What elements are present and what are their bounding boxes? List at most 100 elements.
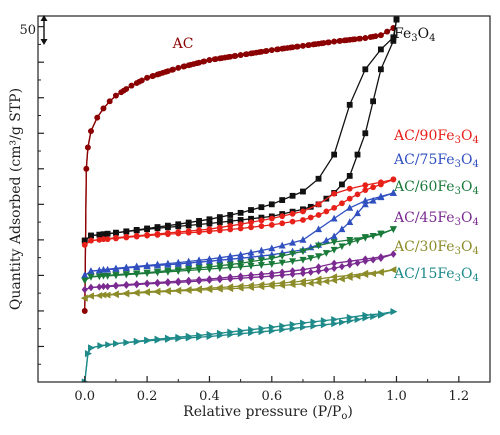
data-point <box>216 219 223 226</box>
data-point <box>361 196 369 204</box>
data-point <box>289 267 296 275</box>
data-point <box>175 221 182 228</box>
data-point <box>144 225 151 232</box>
data-point <box>338 225 346 233</box>
data-point <box>175 333 183 341</box>
data-point <box>289 210 296 217</box>
data-point <box>320 317 328 325</box>
data-point <box>322 277 330 285</box>
data-point <box>331 151 338 158</box>
data-point <box>237 260 245 268</box>
data-point <box>144 231 151 238</box>
data-point <box>331 320 338 328</box>
data-point <box>196 227 202 234</box>
data-point <box>268 201 275 208</box>
data-point <box>154 268 161 276</box>
data-point <box>84 350 92 358</box>
data-point <box>258 217 265 224</box>
data-point <box>322 236 330 244</box>
data-point <box>345 271 353 279</box>
data-point <box>377 253 384 261</box>
desorption-line <box>84 19 398 242</box>
data-point <box>100 282 107 291</box>
data-point <box>100 231 107 238</box>
data-point <box>370 256 377 264</box>
data-point <box>164 230 171 236</box>
data-point <box>346 185 353 192</box>
data-point <box>267 280 275 288</box>
data-point <box>300 319 307 327</box>
data-point <box>216 253 224 261</box>
data-point <box>389 189 397 196</box>
data-point <box>258 204 265 211</box>
data-point <box>370 313 377 321</box>
data-point <box>370 98 377 105</box>
data-point <box>227 218 234 225</box>
data-point <box>80 294 88 302</box>
adsorption-line <box>84 27 394 311</box>
data-point <box>323 208 330 215</box>
data-point <box>128 82 135 89</box>
data-point <box>216 224 223 231</box>
data-point <box>247 248 255 256</box>
data-point <box>216 262 224 270</box>
data-point <box>81 241 88 248</box>
data-point <box>369 270 377 278</box>
data-point <box>185 265 193 273</box>
data-point <box>174 266 182 274</box>
data-point <box>237 209 244 216</box>
data-point <box>100 236 107 243</box>
data-point <box>81 285 88 294</box>
data-point <box>268 269 275 277</box>
series-label: AC/15Fe3O4 <box>393 266 479 284</box>
data-point <box>132 288 140 296</box>
data-point <box>323 266 330 274</box>
data-point <box>175 277 182 285</box>
data-point <box>88 283 94 292</box>
data-point <box>150 72 157 79</box>
data-point <box>104 282 111 291</box>
data-point <box>227 222 234 229</box>
data-point <box>370 184 377 191</box>
data-point <box>362 35 369 41</box>
data-point <box>315 201 322 208</box>
data-point <box>307 255 315 262</box>
data-point <box>390 308 398 316</box>
data-point <box>113 340 120 348</box>
data-point <box>81 271 89 279</box>
series-label: AC/30Fe3O4 <box>393 239 479 257</box>
data-point <box>104 265 112 273</box>
data-point <box>88 232 94 239</box>
data-point <box>258 270 265 278</box>
data-point <box>346 257 353 265</box>
x-tick-label: 0.4 <box>199 389 220 404</box>
data-point <box>315 175 322 182</box>
data-point <box>113 92 119 99</box>
data-point <box>287 44 294 51</box>
data-point <box>112 264 120 272</box>
data-point <box>346 313 354 321</box>
data-point <box>122 263 130 271</box>
data-point <box>362 66 369 73</box>
data-point <box>200 58 207 65</box>
data-point <box>339 318 346 326</box>
data-point <box>143 269 151 277</box>
data-point <box>162 68 169 75</box>
series-ac-60fe3o4 <box>81 226 397 285</box>
data-point <box>314 275 322 283</box>
data-point <box>257 257 265 264</box>
data-point <box>331 190 338 197</box>
data-point <box>133 232 140 239</box>
data-point <box>262 48 269 55</box>
data-point <box>339 181 345 188</box>
data-point <box>175 229 182 235</box>
data-point <box>384 28 391 35</box>
data-point <box>369 196 377 204</box>
data-point <box>315 212 322 218</box>
data-point <box>164 287 171 295</box>
data-point <box>164 259 172 267</box>
data-point <box>185 228 192 234</box>
data-point <box>346 101 353 108</box>
data-point <box>289 192 296 199</box>
data-point <box>206 216 213 223</box>
